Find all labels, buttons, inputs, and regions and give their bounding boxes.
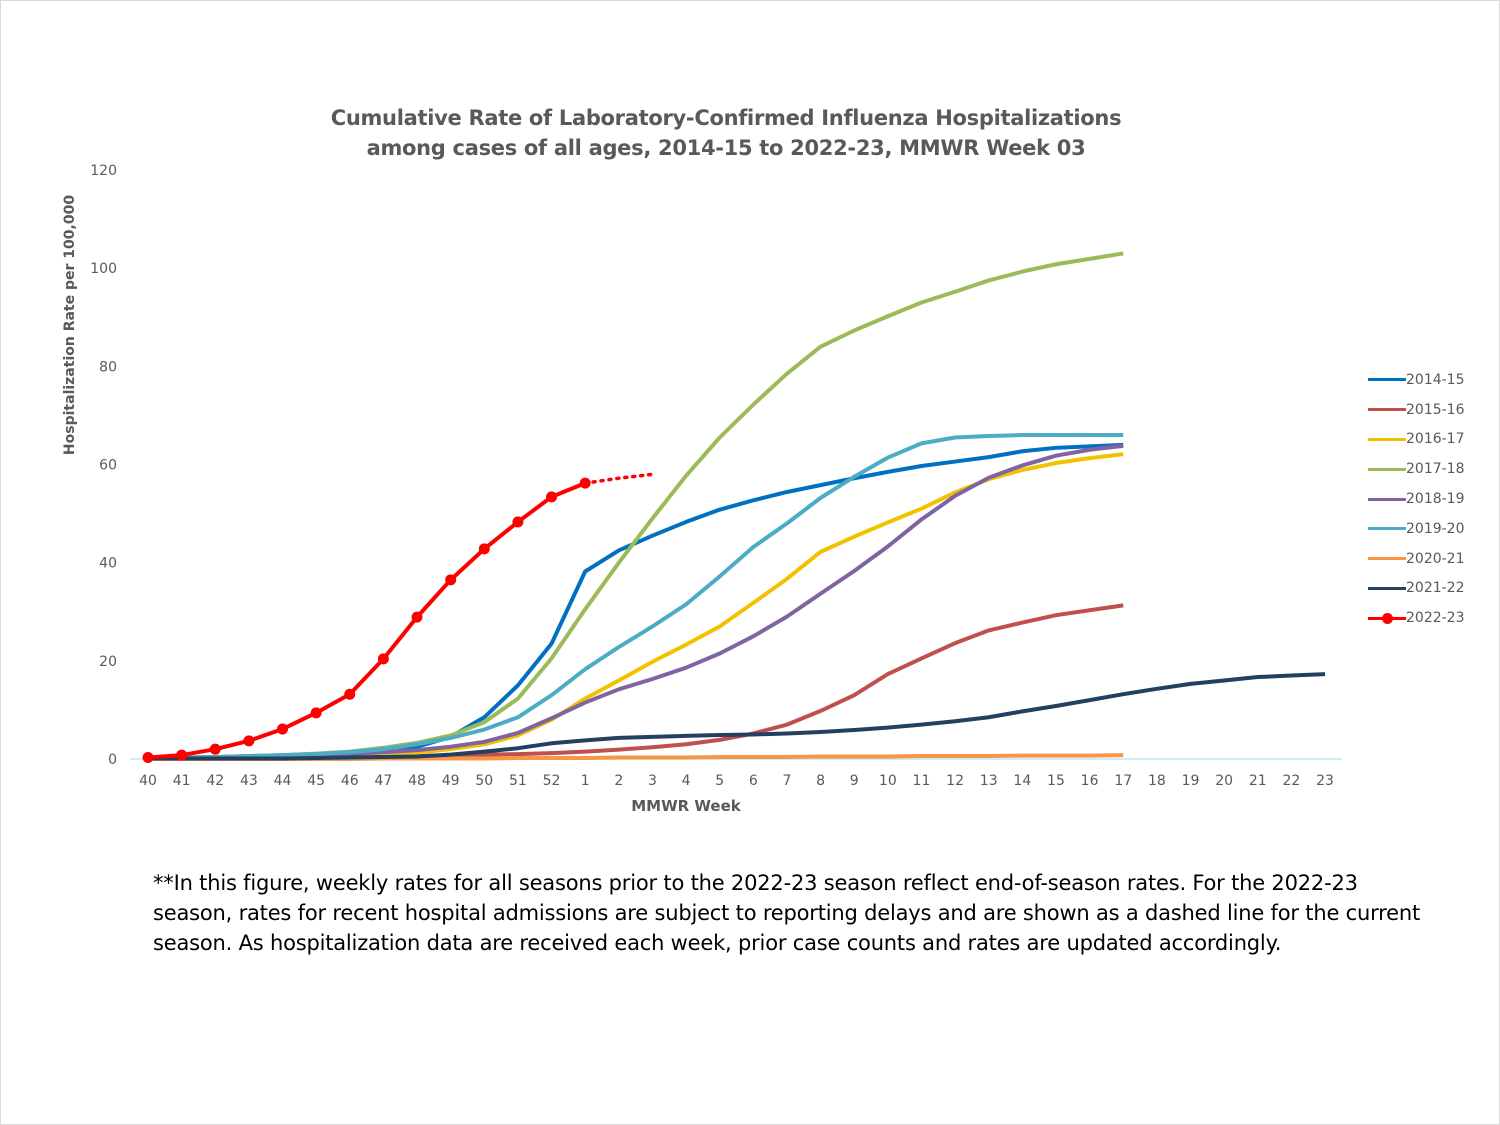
x-tick-label: 3 <box>648 773 657 789</box>
series-2022-23-point <box>243 735 255 747</box>
series-2022-23-point <box>310 707 322 719</box>
series-2022-23-point <box>411 611 423 623</box>
legend-swatch <box>1368 467 1406 471</box>
x-tick-label: 47 <box>374 773 392 789</box>
x-tick-label: 40 <box>139 773 157 789</box>
x-tick-label: 49 <box>442 773 460 789</box>
x-tick-label: 46 <box>341 773 359 789</box>
x-tick-label: 10 <box>879 773 897 789</box>
x-tick-label: 43 <box>240 773 258 789</box>
legend-swatch <box>1368 586 1406 590</box>
series-2022-23-point <box>377 653 389 665</box>
series-2022-23-point <box>512 516 524 528</box>
x-tick-label: 4 <box>682 773 691 789</box>
series-2022-23-point <box>478 543 490 555</box>
y-tick-label: 100 <box>90 261 117 277</box>
series-2022-23-point <box>142 752 154 764</box>
x-tick-label: 17 <box>1114 773 1132 789</box>
legend-label: 2022-23 <box>1406 610 1465 627</box>
x-tick-label: 5 <box>715 773 724 789</box>
legend-item: 2015-16 <box>1368 395 1465 425</box>
series-2022-23-point <box>277 723 289 735</box>
x-tick-label: 52 <box>543 773 561 789</box>
footnote: **In this figure, weekly rates for all s… <box>153 871 1421 955</box>
legend-item: 2022-23 <box>1368 603 1465 633</box>
series-2022-23-dashed-line <box>583 472 655 485</box>
legend-label: 2017-18 <box>1406 461 1465 478</box>
legend-label: 2018-19 <box>1406 491 1465 508</box>
series-2022-23-point <box>579 477 591 489</box>
x-tick-label: 9 <box>850 773 859 789</box>
series-2022-23-point <box>445 574 457 586</box>
x-tick-label: 14 <box>1013 773 1031 789</box>
x-axis-label: MMWR Week <box>631 797 741 815</box>
x-tick-label: 2 <box>614 773 623 789</box>
series-2022-23-point <box>209 743 221 755</box>
legend: 2014-15 2015-16 2016-17 2017-18 2018-19 2019-… <box>1368 365 1465 633</box>
legend-swatch <box>1368 497 1406 501</box>
x-tick-label: 50 <box>475 773 493 789</box>
legend-swatch <box>1368 408 1406 412</box>
legend-swatch <box>1368 557 1406 561</box>
legend-swatch <box>1368 437 1406 441</box>
legend-item: 2018-19 <box>1368 484 1465 514</box>
legend-item: 2014-15 <box>1368 365 1465 395</box>
legend-swatch <box>1368 378 1406 382</box>
series-2018-19-line <box>147 443 1124 761</box>
legend-swatch <box>1368 527 1406 531</box>
y-tick-label: 60 <box>99 458 117 474</box>
legend-item: 2020-21 <box>1368 544 1465 574</box>
x-tick-label: 18 <box>1148 773 1166 789</box>
x-tick-label: 1 <box>581 773 590 789</box>
x-tick-label: 12 <box>946 773 964 789</box>
x-tick-label: 15 <box>1047 773 1065 789</box>
legend-item: 2021-22 <box>1368 574 1465 604</box>
y-tick-label: 0 <box>108 752 117 768</box>
series-2022-23-point <box>344 688 356 700</box>
legend-item: 2017-18 <box>1368 454 1465 484</box>
legend-label: 2015-16 <box>1406 401 1465 418</box>
x-tick-label: 41 <box>173 773 191 789</box>
legend-label: 2019-20 <box>1406 520 1465 537</box>
chart-title-line1: Cumulative Rate of Laboratory-Confirmed … <box>330 106 1122 130</box>
x-tick-label: 8 <box>816 773 825 789</box>
legend-item: 2019-20 <box>1368 514 1465 544</box>
legend-item: 2016-17 <box>1368 425 1465 455</box>
x-tick-label: 19 <box>1182 773 1200 789</box>
x-tick-label: 45 <box>307 773 325 789</box>
series-2014-15-line <box>148 442 1124 761</box>
x-tick-label: 6 <box>749 773 758 789</box>
series-2016-17-line <box>148 452 1124 761</box>
x-tick-label: 20 <box>1215 773 1233 789</box>
x-tick-label: 42 <box>206 773 224 789</box>
y-tick-label: 20 <box>99 654 117 670</box>
legend-swatch <box>1368 612 1406 624</box>
y-tick-label: 40 <box>99 556 117 572</box>
y-tick-label: 120 <box>90 163 117 179</box>
series-2022-23-line <box>147 481 586 760</box>
chart-title-line2: among cases of all ages, 2014-15 to 2022… <box>366 136 1086 160</box>
series-2019-20-line <box>147 433 1124 761</box>
series-2022-23-point <box>176 749 188 761</box>
x-tick-label: 16 <box>1081 773 1099 789</box>
legend-label: 2021-22 <box>1406 580 1465 597</box>
x-tick-label: 44 <box>274 773 292 789</box>
series-2021-22-line <box>148 672 1326 761</box>
legend-label: 2020-21 <box>1406 550 1465 567</box>
chart-title: Cumulative Rate of Laboratory-Confirmed … <box>300 103 1152 163</box>
series-2022-23-point <box>546 491 558 503</box>
x-tick-label: 13 <box>980 773 998 789</box>
x-tick-label: 21 <box>1249 773 1267 789</box>
x-tick-label: 51 <box>509 773 527 789</box>
x-tick-label: 7 <box>782 773 791 789</box>
legend-label: 2016-17 <box>1406 431 1465 448</box>
x-tick-label: 11 <box>913 773 931 789</box>
legend-label: 2014-15 <box>1406 371 1465 388</box>
legend-marker <box>1382 612 1393 624</box>
x-tick-label: 48 <box>408 773 426 789</box>
x-tick-label: 22 <box>1282 773 1300 789</box>
x-tick-label: 23 <box>1316 773 1334 789</box>
y-tick-label: 80 <box>99 359 117 375</box>
